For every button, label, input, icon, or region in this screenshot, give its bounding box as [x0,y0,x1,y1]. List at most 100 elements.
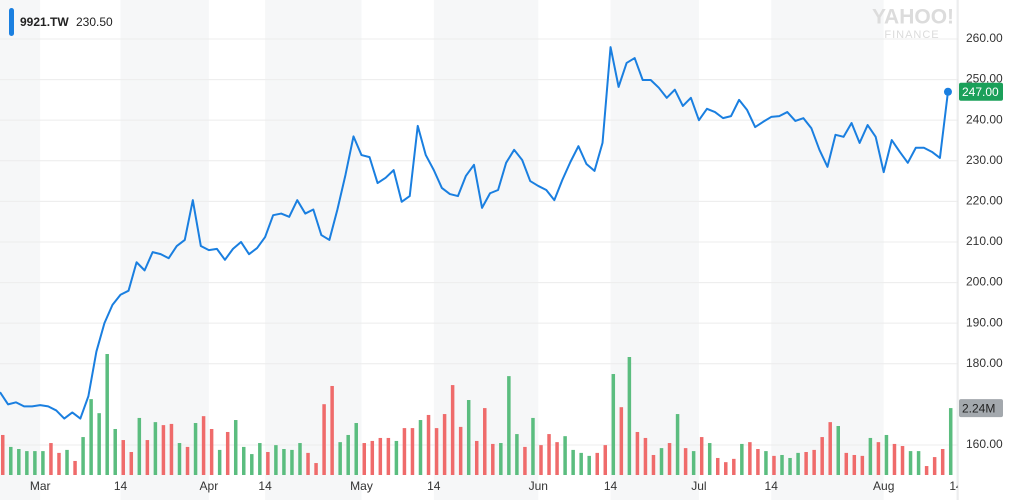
volume-bar [860,455,865,475]
volume-bar [732,458,736,475]
x-tick-label: Mar [30,479,51,493]
volume-bar [9,446,13,475]
volume-bar [852,454,857,475]
volume-bar [667,443,672,475]
volume-bar [242,446,246,475]
volume-bar [531,417,535,475]
x-tick-label: 14 [427,479,441,493]
volume-bar [322,404,326,475]
x-tick-label: May [350,479,373,493]
volume-bar [1,434,5,475]
volume-bar [844,452,849,475]
legend-swatch [9,8,14,36]
volume-bar [33,451,37,475]
volume-bar [788,457,792,475]
volume-bar [466,400,471,475]
volume-bar [161,425,166,475]
background-bands [0,0,958,500]
volume-bar [892,443,897,475]
volume-bar [924,466,929,475]
volume-bar [603,445,608,475]
x-tick-label: Aug [873,479,894,493]
volume-bar [418,420,423,475]
volume-bar [97,413,101,475]
volume-bar [274,445,278,475]
volume-bar [876,442,881,475]
volume-bar [410,428,415,475]
logo: YAHOO! [872,6,954,29]
volume-bar [579,452,583,475]
volume-bar [651,454,656,475]
background-band [610,0,699,500]
volume-bar [258,443,262,475]
volume-bar [177,443,182,475]
y-tick-label: 180.00 [966,356,1003,370]
volume-bar [402,428,407,475]
x-tick-label: 14 [604,479,618,493]
volume-bar [571,449,575,475]
volume-bar [948,408,953,475]
volume-bar [105,354,109,475]
volume-bar [290,449,294,475]
volume-bar [724,462,728,475]
volume-bar [595,452,599,475]
volume-bar [442,414,447,475]
volume-bar [507,376,511,475]
volume-bar [563,436,567,475]
legend-value: 230.50 [76,15,113,29]
volume-bar [932,457,937,475]
background-band [265,0,362,500]
volume-bar [330,385,334,475]
volume-bar [772,455,776,475]
volume-bar [57,452,61,475]
volume-bar [780,454,784,475]
volume-bar [201,416,206,475]
volume-bar [796,452,800,475]
volume-bar [900,446,905,475]
volume-bar [523,446,527,475]
logo-sub: FINANCE [884,29,939,41]
volume-bar [129,451,134,475]
volume-bar [828,422,832,475]
volume-bar [940,449,945,475]
volume-bar [643,437,648,475]
volume-bar [555,442,559,475]
x-tick-label: Jun [529,479,548,493]
volume-bar [314,463,318,475]
volume-bar [474,440,479,475]
y-tick-label: 160.00 [966,437,1003,451]
volume-bar [740,443,744,475]
volume-bar [169,423,174,475]
volume-bar [715,457,720,475]
volume-bar [121,440,126,475]
volume-bar [282,449,286,475]
volume-bar [748,442,752,475]
volume-bar [539,445,543,475]
plot-area: Mar 14 Apr 14 May 14 Jun 14 Jul 14 Aug 14 [0,46,963,493]
value-badge-label: 247.00 [962,85,999,99]
volume-bar [89,399,93,475]
value-badge [959,82,1003,101]
volume-bar [41,451,45,475]
legend-name[interactable]: 9921.TW [20,15,69,29]
y-tick-label: 190.00 [966,315,1003,329]
volume-bar [611,374,616,475]
volume-bar [820,437,824,475]
volume-bar [233,420,238,475]
volume-bar [619,407,624,475]
volume-bar [370,440,375,475]
volume-bar [225,431,230,475]
x-tick-label: 14 [949,479,963,493]
axes: 160.00 180.00 190.00 200.00 210.00 220.00 230.… [966,31,1003,451]
background-band [0,0,41,500]
volume-bar [25,451,29,475]
volume-bar [394,440,399,475]
x-tick-label: 14 [258,479,272,493]
y-tick-label: 230.00 [966,153,1003,167]
last-point [943,87,952,96]
background-band [956,0,958,500]
volume-bar [699,437,704,475]
y-tick-label: 260.00 [966,31,1003,45]
volume-bar [17,449,21,475]
